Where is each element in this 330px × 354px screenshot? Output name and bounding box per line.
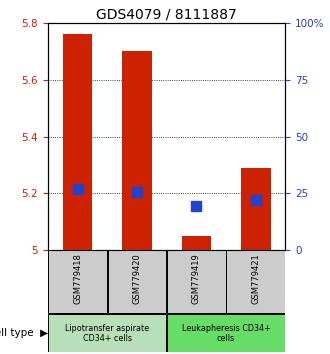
Text: cell type  ▶: cell type ▶ bbox=[0, 328, 48, 338]
Text: GSM779421: GSM779421 bbox=[251, 253, 260, 304]
Bar bbox=[108, 250, 166, 313]
Text: GSM779418: GSM779418 bbox=[73, 253, 82, 304]
Title: GDS4079 / 8111887: GDS4079 / 8111887 bbox=[96, 8, 237, 22]
Bar bbox=[241, 168, 271, 250]
Bar bbox=[167, 250, 226, 313]
Bar bbox=[63, 34, 92, 250]
Text: GSM779420: GSM779420 bbox=[132, 253, 142, 304]
Bar bbox=[182, 236, 211, 250]
Bar bbox=[122, 51, 152, 250]
Text: GSM779419: GSM779419 bbox=[192, 253, 201, 304]
Bar bbox=[48, 314, 166, 352]
Bar bbox=[167, 314, 285, 352]
Bar bbox=[48, 250, 107, 313]
Text: Leukapheresis CD34+
cells: Leukapheresis CD34+ cells bbox=[182, 324, 270, 343]
Bar bbox=[226, 250, 285, 313]
Text: Lipotransfer aspirate
CD34+ cells: Lipotransfer aspirate CD34+ cells bbox=[65, 324, 149, 343]
